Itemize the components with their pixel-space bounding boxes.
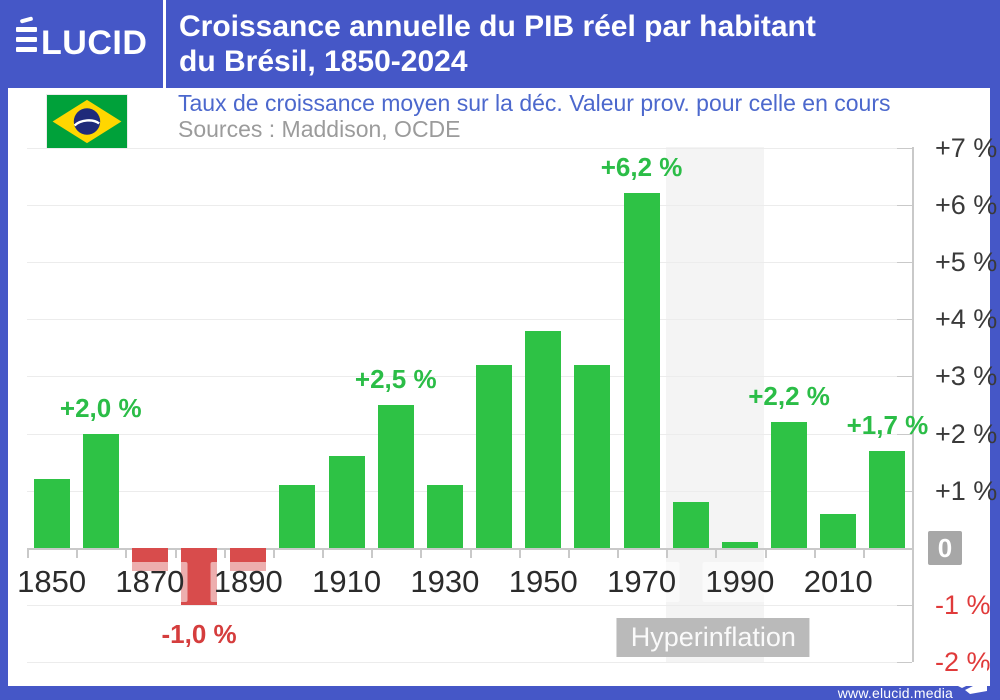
bar-value-label-2000: +2,2 % bbox=[748, 381, 830, 412]
x-tick-0 bbox=[27, 548, 29, 558]
bar-value-label-1920: +2,5 % bbox=[354, 364, 437, 394]
x-tick-13 bbox=[666, 548, 669, 558]
x-tick-6 bbox=[322, 548, 324, 558]
bar-value-label-2020: +1,7 % bbox=[846, 409, 929, 440]
x-axis-label-1930: 1930 bbox=[407, 562, 483, 602]
x-tick-7 bbox=[371, 548, 374, 558]
bar-1900 bbox=[279, 485, 316, 548]
bar-1970 bbox=[623, 193, 660, 548]
y-axis-label-+5 %: +5 % bbox=[935, 247, 998, 277]
x-tick-16 bbox=[813, 548, 816, 558]
bar-1990 bbox=[721, 542, 758, 548]
x-tick-11 bbox=[567, 548, 570, 558]
x-tick-18 bbox=[912, 548, 914, 558]
y-axis-label-+1 %: +1 % bbox=[935, 475, 998, 506]
y-tick-4 bbox=[897, 319, 912, 321]
y-tick-2 bbox=[897, 433, 912, 435]
x-axis-label-1950: 1950 bbox=[505, 562, 581, 602]
chart-sources: Sources : Maddison, OCDE bbox=[178, 116, 461, 142]
gridline-y-6 bbox=[27, 204, 912, 206]
gridline-y-3 bbox=[27, 376, 912, 378]
paper-plane-icon bbox=[954, 663, 987, 697]
bar-value-label-1970: +6,2 % bbox=[600, 152, 683, 183]
x-tick-12 bbox=[617, 548, 619, 558]
bar-1980 bbox=[672, 502, 709, 548]
y-axis-label--1 %: -1 % bbox=[935, 590, 991, 621]
x-tick-4 bbox=[223, 548, 226, 558]
page-title: Croissance annuelle du PIB réel par habi… bbox=[179, 9, 816, 79]
bar-2010 bbox=[820, 513, 857, 548]
title-line-1: Croissance annuelle du PIB réel par habi… bbox=[179, 10, 816, 43]
gridline-y-4 bbox=[27, 319, 912, 321]
bar-2020 bbox=[869, 450, 906, 548]
bar-1950 bbox=[525, 330, 562, 548]
x-tick-1 bbox=[76, 548, 79, 558]
y-tick-6 bbox=[897, 204, 912, 206]
y-tick-5 bbox=[897, 262, 912, 263]
x-axis-label-1910: 1910 bbox=[309, 562, 385, 602]
y-axis-label-+4 %: +4 % bbox=[935, 304, 998, 335]
x-tick-17 bbox=[862, 548, 865, 558]
x-tick-8 bbox=[420, 548, 423, 558]
x-axis-label-1850: 1850 bbox=[14, 562, 90, 602]
zero-axis-badge: 0 bbox=[928, 531, 962, 565]
hyperinflation-badge: Hyperinflation bbox=[616, 618, 810, 657]
bar-1860 bbox=[82, 433, 119, 548]
header: LUCID Croissance annuelle du PIB réel pa… bbox=[0, 0, 1000, 88]
gridline-y-5 bbox=[27, 262, 912, 263]
x-tick-14 bbox=[715, 548, 718, 558]
gridline-y--2 bbox=[27, 662, 912, 664]
x-tick-10 bbox=[518, 548, 521, 558]
gridline-y--1 bbox=[27, 605, 912, 607]
logo-accented-e-icon bbox=[16, 16, 37, 52]
y-axis-label-+2 %: +2 % bbox=[935, 418, 998, 449]
title-line-2: du Brésil, 1850-2024 bbox=[179, 45, 468, 78]
bar-value-label-1880: -1,0 % bbox=[161, 619, 237, 650]
bar-1850 bbox=[33, 479, 70, 548]
gridline-y-2 bbox=[27, 433, 912, 435]
gridline-y-7 bbox=[27, 147, 912, 149]
footer-bar bbox=[0, 686, 1000, 700]
bar-2000 bbox=[771, 422, 808, 548]
footer-site-url: www.elucid.media bbox=[837, 685, 953, 700]
frame-border-left bbox=[0, 88, 8, 700]
x-tick-15 bbox=[764, 548, 767, 558]
y-tick--1 bbox=[897, 605, 912, 607]
bar-1910 bbox=[328, 456, 365, 548]
x-tick-3 bbox=[174, 548, 177, 558]
x-tick-9 bbox=[469, 548, 472, 558]
x-tick-2 bbox=[125, 548, 128, 558]
x-axis-label-2010: 2010 bbox=[800, 562, 876, 602]
bar-1960 bbox=[574, 364, 611, 548]
y-tick-7 bbox=[897, 147, 912, 149]
y-axis-label-+6 %: +6 % bbox=[935, 189, 998, 220]
y-axis-label-+3 %: +3 % bbox=[935, 361, 998, 392]
x-axis-label-1890: 1890 bbox=[210, 562, 286, 602]
bar-value-label-1860: +2,0 % bbox=[59, 392, 142, 423]
bar-1930 bbox=[426, 485, 463, 548]
bar-1940 bbox=[476, 364, 513, 548]
brazil-flag-icon bbox=[46, 94, 128, 149]
y-tick-3 bbox=[897, 376, 912, 378]
frame-border-right bbox=[990, 88, 1000, 700]
x-axis-label-1990: 1990 bbox=[702, 562, 778, 602]
chart-subtitle: Taux de croissance moyen sur la déc. Val… bbox=[178, 90, 891, 116]
y-tick-0 bbox=[897, 548, 912, 549]
y-axis-line bbox=[912, 147, 914, 662]
x-axis-label-1970: 1970 bbox=[604, 562, 680, 602]
y-axis-label-+7 %: +7 % bbox=[935, 132, 998, 163]
x-tick-5 bbox=[272, 548, 275, 558]
x-axis-label-1870: 1870 bbox=[112, 562, 188, 602]
gridline-y-1 bbox=[27, 490, 912, 492]
bar-1920 bbox=[377, 405, 414, 548]
elucid-logo: LUCID bbox=[16, 16, 148, 62]
logo-text: LUCID bbox=[41, 24, 148, 62]
header-divider bbox=[163, 0, 166, 88]
y-tick--2 bbox=[897, 662, 912, 664]
